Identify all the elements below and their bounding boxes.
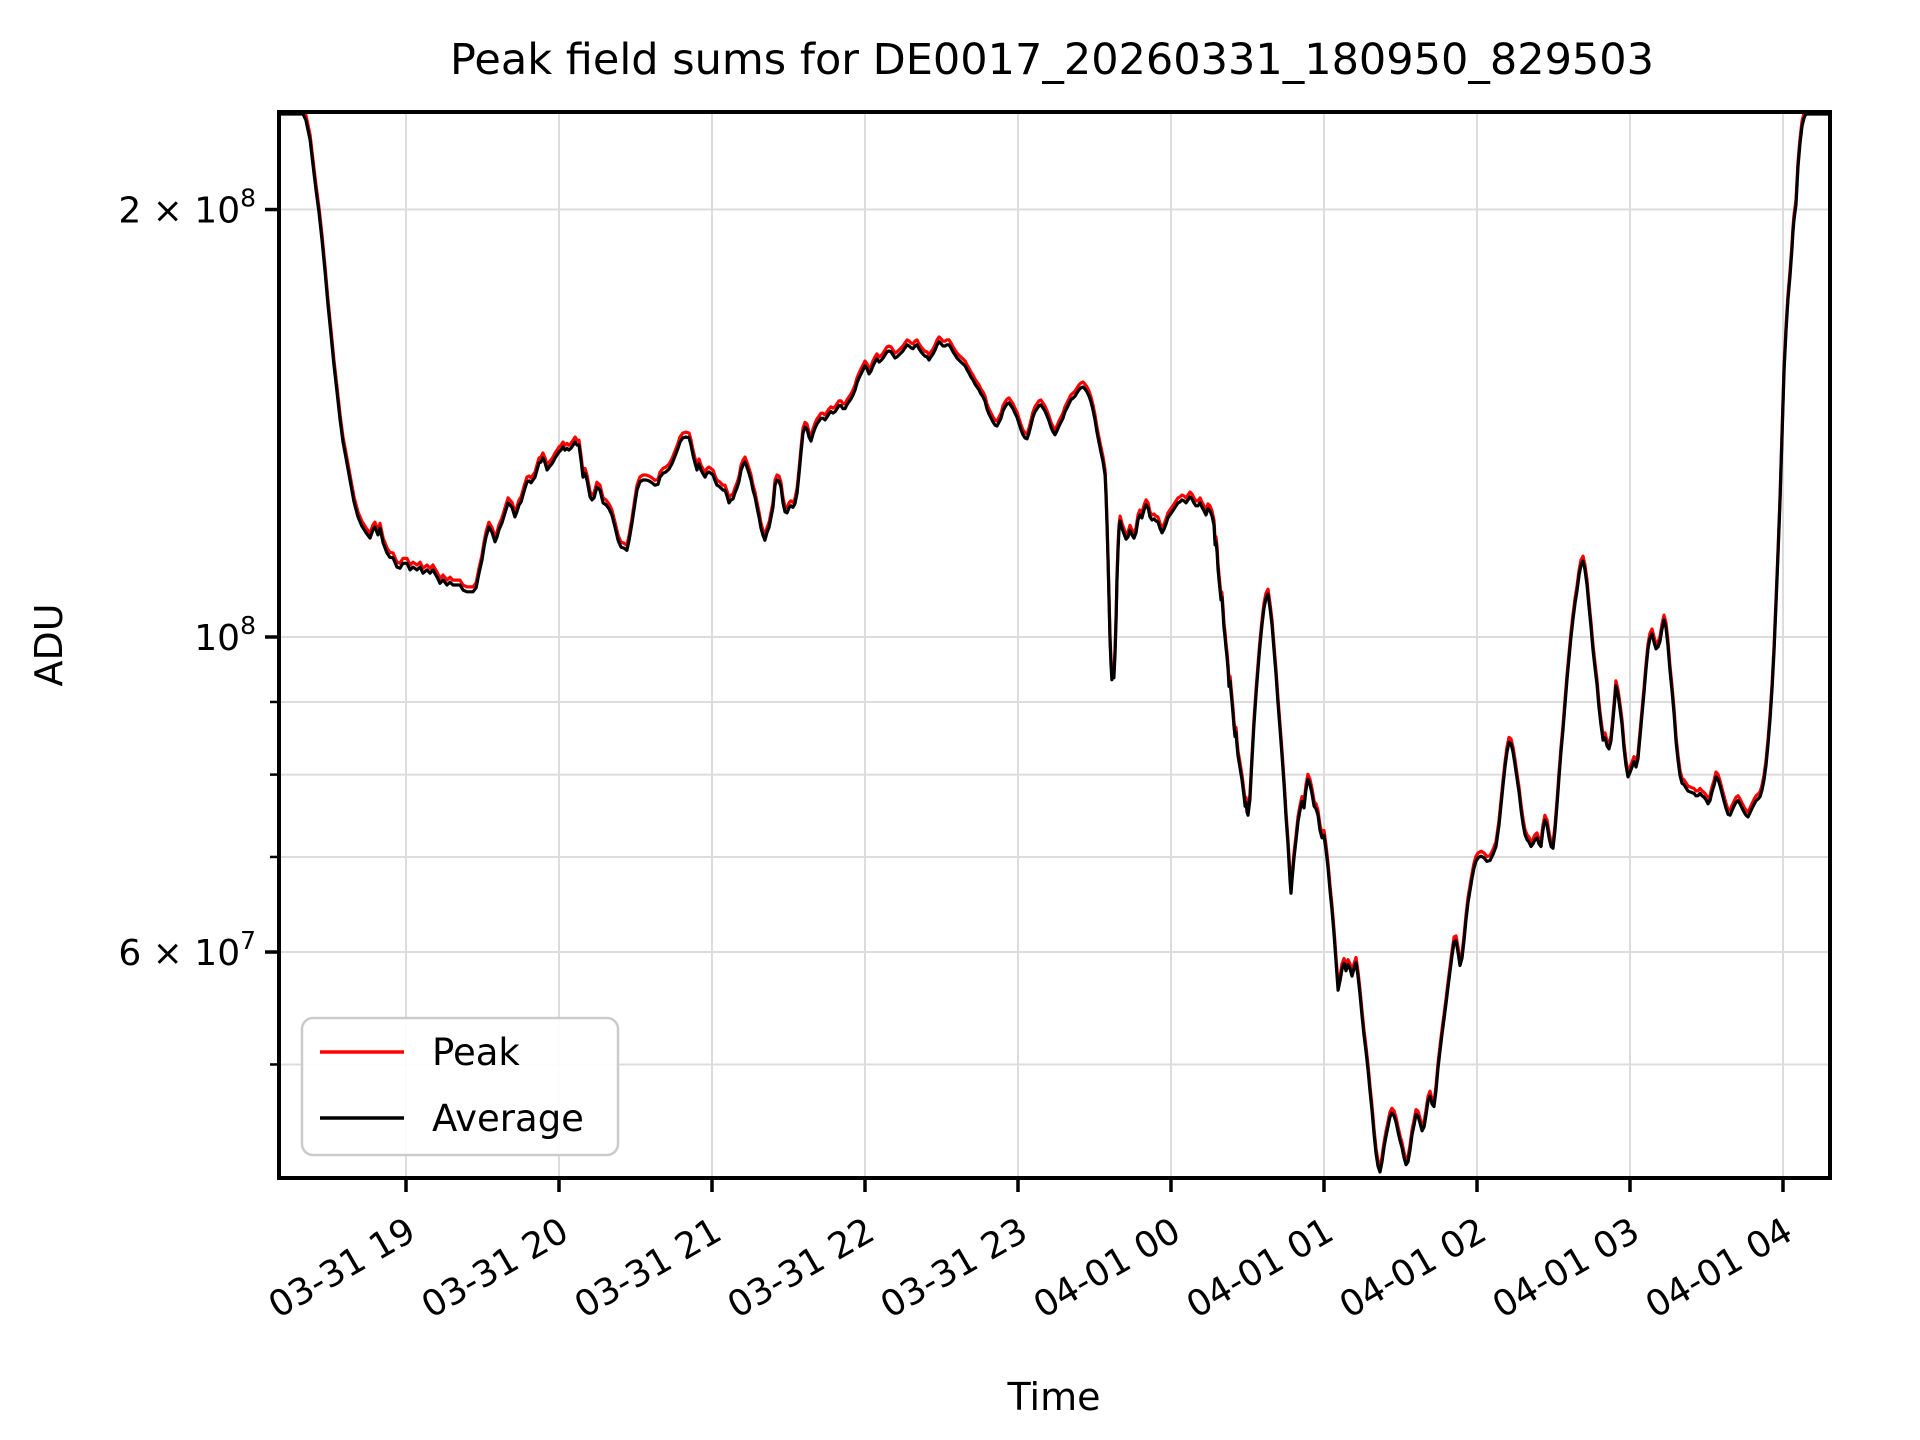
x-tick-label: 04-01 00 [1027,1210,1188,1326]
chart-title: Peak field sums for DE0017_20260331_1809… [450,35,1654,85]
y-tick-label: 6 × 107 [118,926,256,974]
legend: Peak Average [300,1016,620,1157]
x-tick-label: 04-01 02 [1333,1210,1494,1326]
x-tick-label: 04-01 04 [1639,1210,1800,1326]
x-tick-label: 03-31 23 [874,1210,1035,1326]
average-series-line [279,112,1830,1174]
x-tick-label: 03-31 21 [568,1210,729,1326]
tick-layer [265,207,1785,1192]
plot-border [277,110,1832,1180]
x-tick-label: 03-31 22 [721,1210,882,1326]
x-axis-label: Time [1007,1375,1101,1419]
legend-label-peak: Peak [432,1031,520,1074]
y-axis-label: ADU [27,603,71,686]
series-layer [279,112,1830,1174]
x-tick-label: 03-31 19 [262,1210,423,1326]
y-tick-label: 108 [194,611,256,659]
y-tick-label: 2 × 108 [118,184,256,232]
x-tick-label: 04-01 03 [1486,1210,1647,1326]
x-tick-label: 03-31 20 [415,1210,576,1326]
peak-series-line [302,112,1807,1169]
x-tick-label: 04-01 01 [1180,1210,1341,1326]
grid-layer [279,112,1830,1178]
legend-label-average: Average [432,1097,584,1140]
